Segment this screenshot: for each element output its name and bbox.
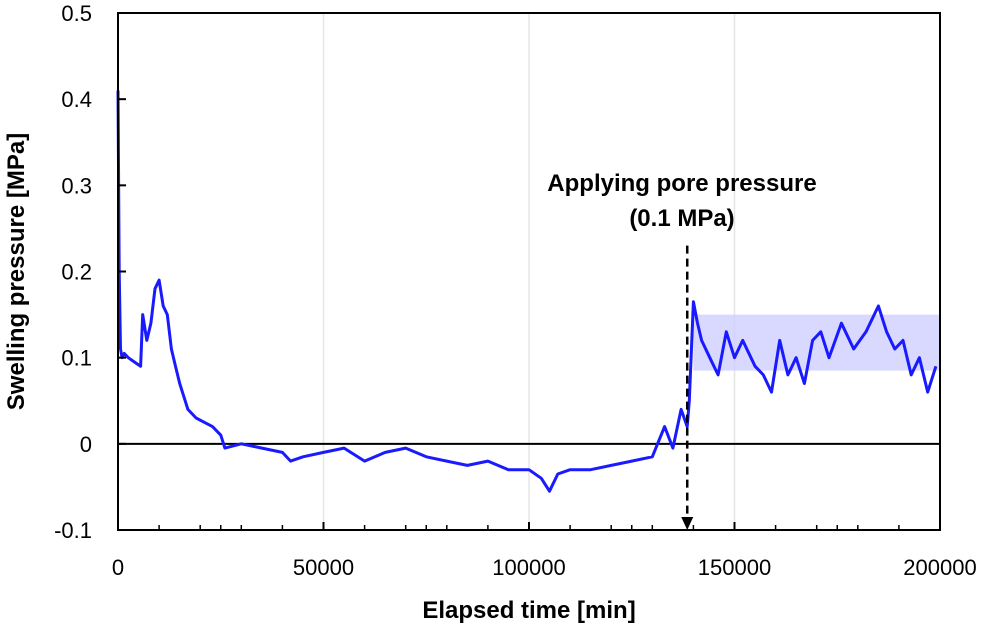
annotation-arrowhead: [681, 517, 694, 530]
y-tick-label: 0.2: [61, 260, 92, 285]
y-tick-label: -0.1: [54, 518, 92, 543]
y-tick-label: 0: [80, 432, 92, 457]
y-tick-label: 0.3: [61, 173, 92, 198]
y-tick-label: 0.5: [61, 1, 92, 26]
annotation-line-2: (0.1 MPa): [629, 205, 734, 232]
pore-pressure-annotation: Applying pore pressure (0.1 MPa): [547, 170, 817, 530]
y-axis-title: Swelling pressure [MPa]: [3, 133, 30, 410]
x-tick-label: 100000: [492, 555, 565, 580]
x-tick-label: 0: [112, 555, 124, 580]
x-ticks: 0 50000 100000 150000 200000: [112, 522, 977, 580]
x-tick-label: 150000: [698, 555, 771, 580]
y-tick-label: 0.1: [61, 346, 92, 371]
y-tick-label: 0.4: [61, 87, 92, 112]
annotation-line-1: Applying pore pressure: [547, 170, 816, 197]
x-axis-title: Elapsed time [min]: [422, 597, 635, 624]
x-tick-label: 50000: [293, 555, 354, 580]
x-tick-label: 200000: [903, 555, 976, 580]
swelling-pressure-series: [116, 90, 938, 493]
y-ticks: -0.1 0 0.1 0.2 0.3 0.4 0.5: [54, 1, 126, 543]
